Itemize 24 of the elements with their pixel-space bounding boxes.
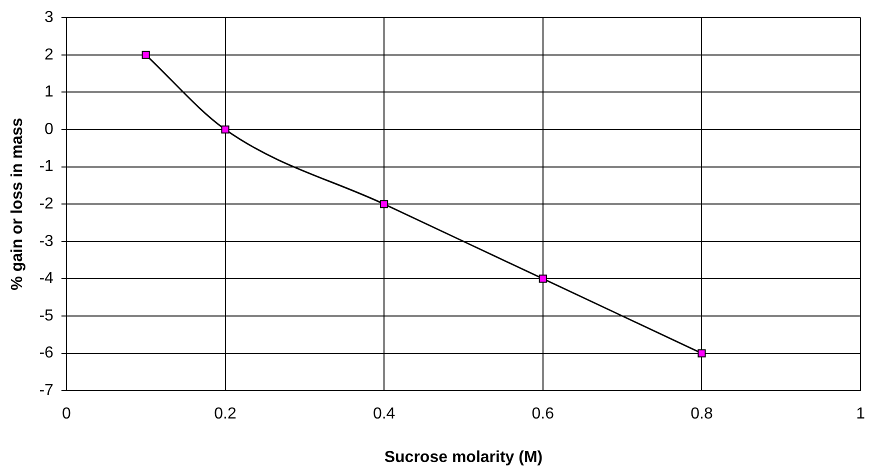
y-tick-label: 1 <box>44 84 54 101</box>
point <box>538 274 547 283</box>
y-tick-label: 2 <box>44 46 54 64</box>
point <box>698 349 706 358</box>
x-tick-label: 0.8 <box>690 406 713 423</box>
x-tick-label: 0.6 <box>532 406 554 423</box>
point <box>221 125 230 134</box>
y-tick-label: -3 <box>39 232 54 250</box>
x-tick-label: 0 <box>62 406 71 423</box>
y-tick-label: 0 <box>44 120 54 138</box>
y-tick-label: -2 <box>39 196 54 213</box>
x-axis-title: Sucrose molarity (M) <box>384 448 543 466</box>
y-tick-label: -4 <box>39 270 54 288</box>
x-tick-label: 0.2 <box>214 406 236 423</box>
y-tick-label: -7 <box>39 382 54 400</box>
point <box>142 50 150 59</box>
y-tick-label: 3 <box>44 9 54 26</box>
y-tick-label: -6 <box>39 344 54 362</box>
x-tick-label: 0.4 <box>372 406 396 423</box>
y-tick-label: -5 <box>39 307 54 324</box>
x-tick-label: 1 <box>856 406 866 423</box>
y-axis-title: % gain or loss in mass <box>9 118 26 290</box>
y-tick-label: -1 <box>39 158 54 176</box>
point <box>380 200 388 208</box>
